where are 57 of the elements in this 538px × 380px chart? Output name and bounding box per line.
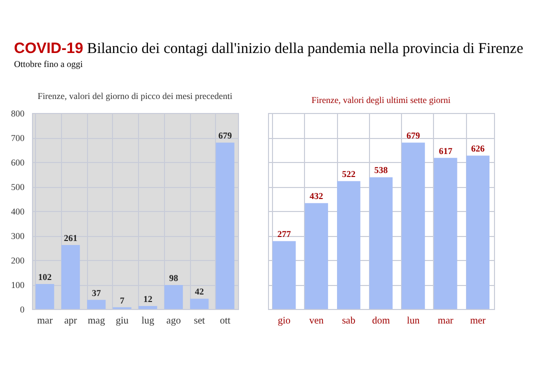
bar bbox=[164, 284, 183, 309]
text: Ottobre fino a oggi bbox=[14, 59, 84, 69]
x-tick-label: dom bbox=[372, 316, 390, 326]
y-tick-label: 300 bbox=[11, 231, 25, 241]
bar bbox=[272, 241, 296, 309]
bar bbox=[337, 181, 360, 309]
data-label: 37 bbox=[92, 288, 102, 298]
y-tick-label: 700 bbox=[11, 133, 25, 143]
y-tick-label: 0 bbox=[20, 304, 25, 314]
chart-title: Firenze, valori degli ultimi sette giorni bbox=[312, 95, 451, 105]
x-tick-label: mag bbox=[88, 316, 105, 326]
data-label: 261 bbox=[64, 233, 78, 244]
bar bbox=[216, 142, 234, 309]
x-tick-label: apr bbox=[64, 316, 78, 326]
x-tick-label: mar bbox=[438, 316, 454, 326]
data-label: 538 bbox=[374, 165, 388, 176]
x-tick-label: ago bbox=[166, 316, 181, 326]
x-tick-label: gio bbox=[278, 316, 291, 326]
x-tick-label: giu bbox=[116, 316, 129, 326]
x-tick-label: lun bbox=[406, 316, 420, 326]
data-label: 626 bbox=[471, 144, 486, 154]
bar bbox=[61, 245, 80, 309]
text: COVID-19 Bilancio dei contagi dall'inizio della pandemia nella provincia di Firenze bbox=[14, 40, 524, 58]
data-label: 12 bbox=[143, 294, 153, 304]
data-label: 42 bbox=[194, 286, 204, 297]
bar bbox=[434, 158, 458, 309]
bar bbox=[304, 203, 328, 309]
chart-title: Firenze, valori del giorno di picco dei mesi precedenti bbox=[38, 91, 233, 101]
y-tick-label: 200 bbox=[11, 256, 25, 266]
data-label: 102 bbox=[38, 272, 52, 282]
y-tick-label: 500 bbox=[11, 182, 25, 192]
x-tick-label: mar bbox=[37, 316, 54, 326]
bar bbox=[190, 298, 209, 309]
x-tick-label: set bbox=[194, 316, 206, 326]
y-tick-label: 600 bbox=[11, 158, 25, 168]
bar bbox=[87, 300, 106, 309]
data-label: 432 bbox=[310, 191, 324, 202]
x-tick-label: sab bbox=[342, 316, 356, 326]
data-label: 522 bbox=[342, 169, 356, 180]
x-tick-label: lug bbox=[141, 316, 154, 326]
bar bbox=[466, 156, 490, 309]
data-label: 277 bbox=[277, 229, 292, 240]
data-label: 679 bbox=[218, 130, 232, 141]
data-label: 7 bbox=[120, 295, 125, 306]
y-tick-label: 100 bbox=[11, 280, 25, 290]
data-label: 98 bbox=[169, 272, 179, 283]
x-tick-label: mer bbox=[470, 316, 486, 326]
bar bbox=[369, 177, 393, 309]
bar bbox=[138, 306, 158, 309]
x-tick-label: ott bbox=[220, 316, 231, 326]
bar bbox=[402, 142, 425, 309]
data-label: 679 bbox=[406, 130, 421, 141]
x-tick-label: ven bbox=[309, 316, 324, 326]
y-tick-label: 800 bbox=[11, 108, 25, 118]
y-tick-label: 400 bbox=[11, 206, 25, 216]
bar bbox=[36, 284, 54, 309]
data-label: 617 bbox=[438, 146, 453, 156]
